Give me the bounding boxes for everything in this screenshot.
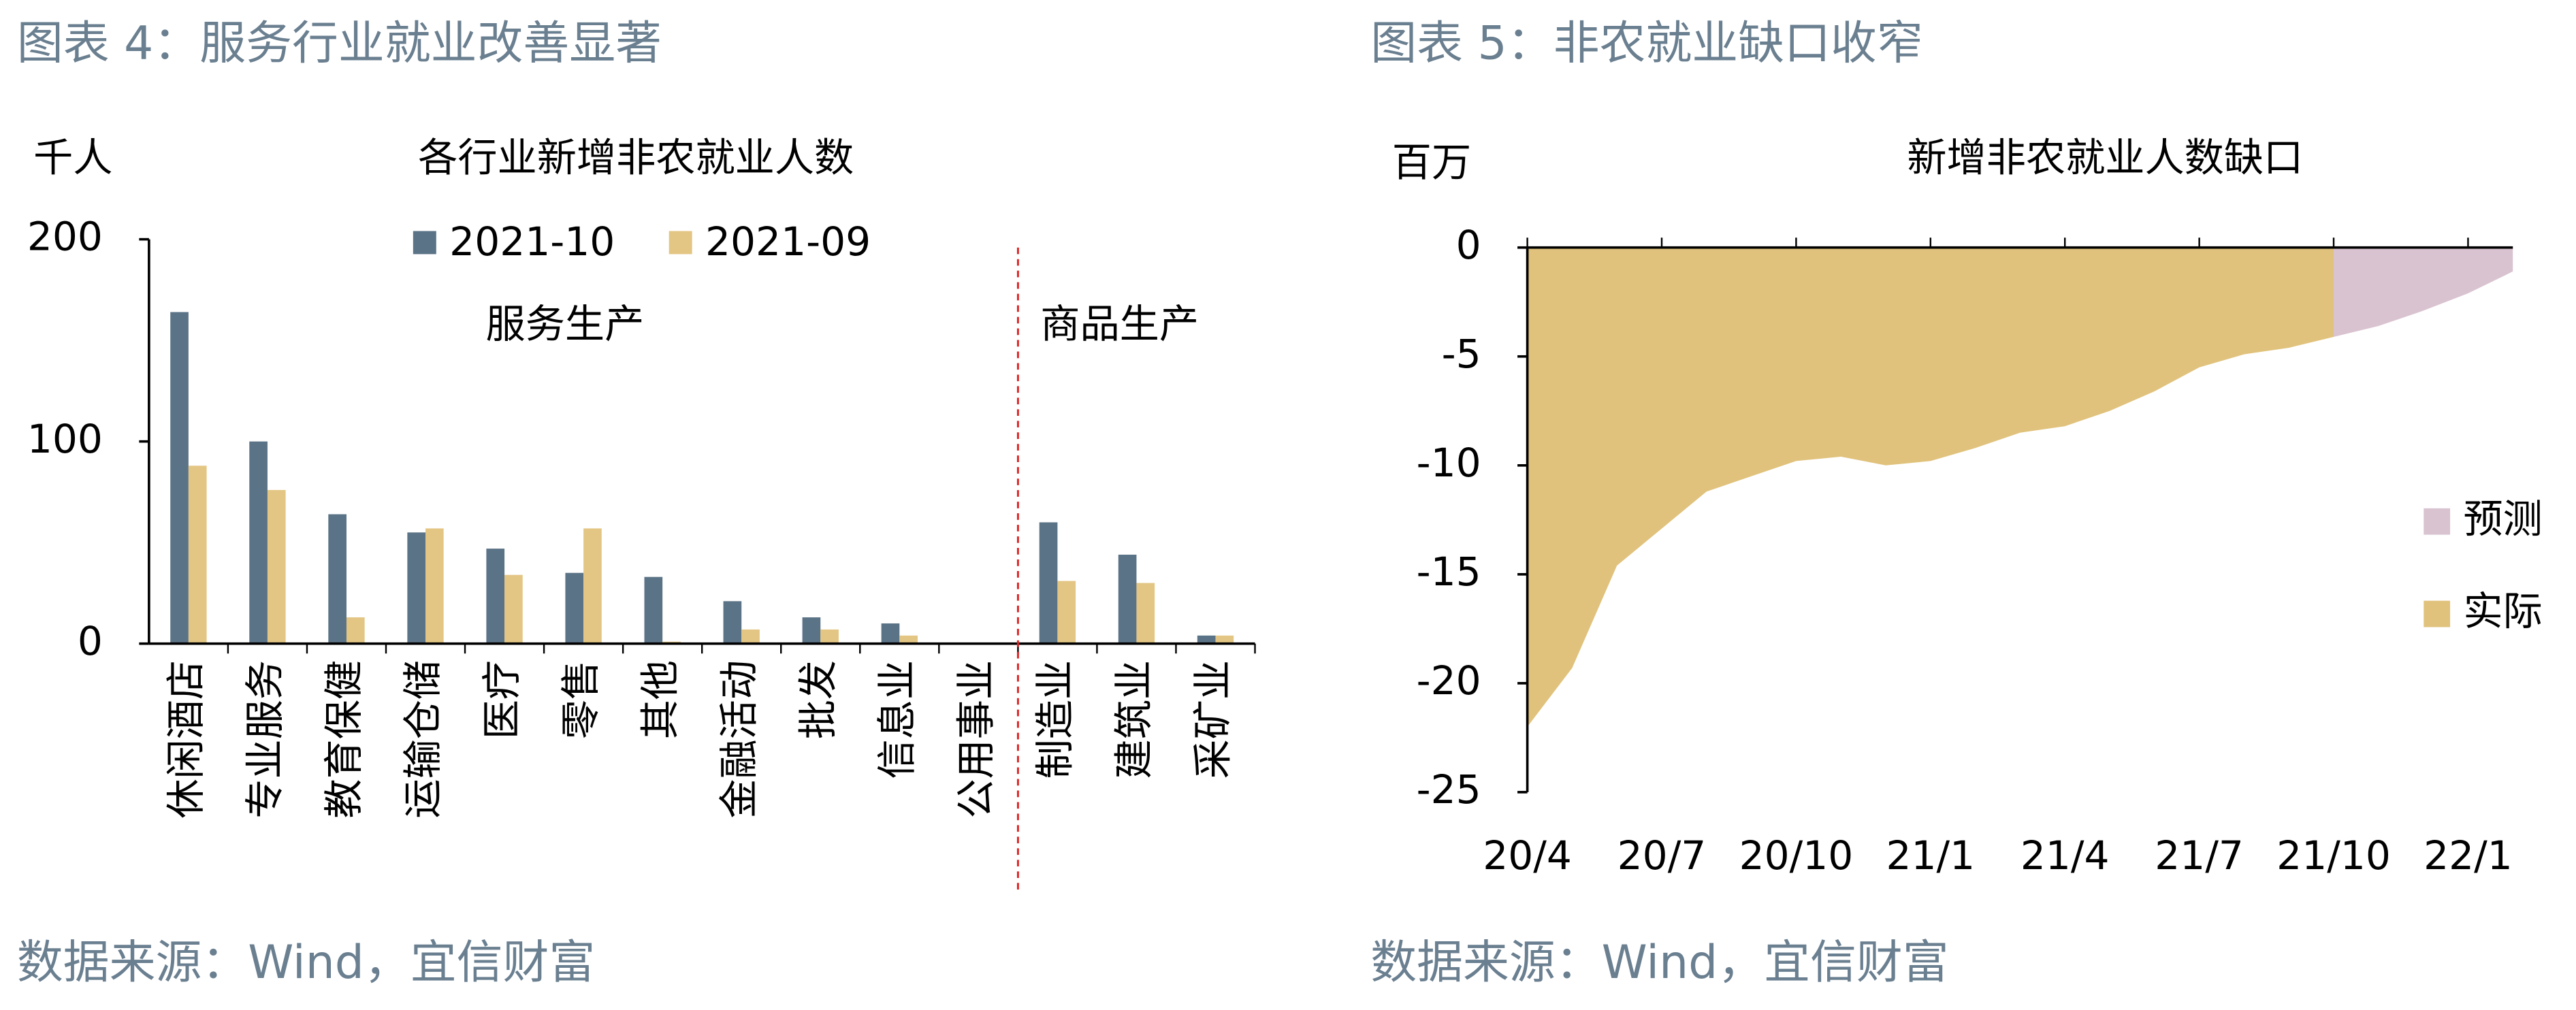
x-tick-label: 20/7 <box>1617 832 1707 879</box>
y-unit: 百万 <box>1392 140 1471 186</box>
x-tick-label: 采矿业 <box>1190 660 1236 779</box>
bar <box>425 528 444 644</box>
bar <box>741 629 760 644</box>
y-tick-label: 0 <box>78 618 103 664</box>
bar <box>170 312 189 644</box>
y-tick-label: -15 <box>1417 549 1481 595</box>
x-tick-label: 建筑业 <box>1111 660 1157 779</box>
bar <box>899 635 918 644</box>
x-tick-label: 其他 <box>637 660 683 739</box>
annotation: 服务生产 <box>486 301 645 347</box>
bar <box>267 489 286 644</box>
chart-subtitle: 各行业新增非农就业人数 <box>418 134 854 180</box>
bar <box>565 572 584 644</box>
legend-label: 实际 <box>2463 588 2542 634</box>
x-tick-label: 21/7 <box>2155 832 2244 879</box>
figure-title: 图表 4：服务行业就业改善显著 <box>17 16 662 70</box>
bar <box>1215 635 1234 644</box>
x-tick-label: 金融活动 <box>715 660 762 819</box>
bar <box>328 514 347 644</box>
x-tick-label: 批发 <box>794 660 841 739</box>
y-tick-label: -25 <box>1417 766 1481 813</box>
figure-title: 图表 5：非农就业缺口收窄 <box>1370 16 1922 70</box>
x-tick-label: 20/10 <box>1739 832 1854 879</box>
legend-label: 预测 <box>2463 495 2542 542</box>
x-tick-label: 运输仓储 <box>400 660 446 819</box>
bar <box>407 532 426 644</box>
bar <box>346 617 365 644</box>
area <box>2334 247 2513 337</box>
bar <box>1136 583 1155 644</box>
area <box>1527 247 2334 727</box>
x-tick-label: 20/4 <box>1483 832 1572 879</box>
bar <box>1118 554 1137 644</box>
y-tick-label: 200 <box>27 214 103 260</box>
bar <box>188 466 207 644</box>
annotation: 商品生产 <box>1040 301 1199 347</box>
y-tick-label: -10 <box>1417 440 1481 486</box>
bar <box>249 441 268 644</box>
bar <box>820 629 839 644</box>
legend-swatch <box>2424 508 2451 535</box>
x-tick-label: 医疗 <box>479 660 525 739</box>
legend-swatch <box>669 231 692 255</box>
x-tick-label: 休闲酒店 <box>163 660 209 819</box>
bar <box>1197 635 1216 644</box>
y-tick-label: -20 <box>1417 657 1481 704</box>
source: 数据来源：Wind，宜信财富 <box>17 936 595 990</box>
y-tick-label: 0 <box>1456 222 1481 268</box>
legend-swatch <box>413 231 436 255</box>
legend-label: 2021-10 <box>449 218 615 265</box>
x-tick-label: 22/1 <box>2424 832 2513 879</box>
y-tick-label: 100 <box>27 416 103 462</box>
x-tick-label: 零售 <box>558 660 604 739</box>
source: 数据来源：Wind，宜信财富 <box>1370 936 1948 990</box>
x-tick-label: 21/10 <box>2276 832 2391 879</box>
bar <box>881 623 900 644</box>
chart-subtitle: 新增非农就业人数缺口 <box>1907 134 2303 180</box>
y-tick-label: -5 <box>1442 331 1481 377</box>
bar <box>583 528 602 644</box>
x-tick-label: 21/4 <box>2020 832 2110 879</box>
bar <box>1039 522 1058 644</box>
bar <box>486 549 505 644</box>
x-tick-label: 教育保健 <box>321 660 367 819</box>
bar <box>723 601 742 644</box>
y-unit: 千人 <box>33 134 112 180</box>
x-tick-label: 信息业 <box>873 660 920 779</box>
x-tick-label: 21/1 <box>1886 832 1975 879</box>
x-tick-label: 制造业 <box>1031 660 1078 779</box>
x-tick-label: 专业服务 <box>242 660 288 819</box>
x-tick-label: 公用事业 <box>952 660 999 819</box>
bar <box>504 574 523 644</box>
bar <box>1057 581 1076 644</box>
legend-label: 2021-09 <box>705 218 871 265</box>
legend-swatch <box>2424 600 2451 628</box>
bar <box>644 576 663 644</box>
bar <box>802 617 821 644</box>
